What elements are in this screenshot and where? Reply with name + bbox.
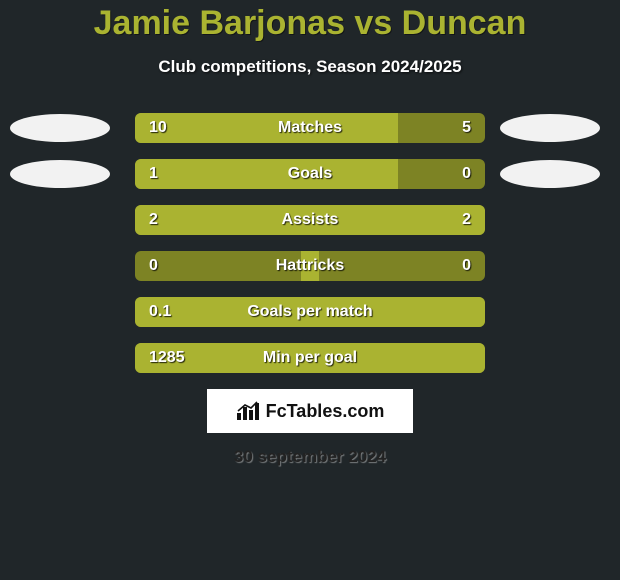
- stat-row: Goals per match0.1: [0, 297, 620, 327]
- logo-box: FcTables.com: [207, 389, 413, 433]
- stat-value-left: 10: [149, 113, 167, 143]
- stat-label: Hattricks: [135, 251, 485, 281]
- player-avatar-left: [10, 160, 110, 188]
- stat-value-right: 0: [462, 251, 471, 281]
- stats-rows: Matches105Goals10Assists22Hattricks00Goa…: [0, 113, 620, 373]
- stat-label: Min per goal: [135, 343, 485, 373]
- fctables-logo-icon: [236, 401, 262, 421]
- stat-row: Hattricks0 0: [0, 251, 620, 281]
- stat-value-right: 0: [462, 159, 471, 189]
- stat-value-left: 2: [149, 205, 158, 235]
- stat-bar-area: Matches10 5: [135, 113, 485, 143]
- stat-row: Min per goal1285: [0, 343, 620, 373]
- stat-value-left: 0: [149, 251, 158, 281]
- stat-value-right: 2: [462, 205, 471, 235]
- stat-bar-area: Assists2 2: [135, 205, 485, 235]
- stat-row: Matches10 5: [0, 113, 620, 143]
- stat-value-left: 1: [149, 159, 158, 189]
- stat-label: Assists: [135, 205, 485, 235]
- stat-row: Goals1 0: [0, 159, 620, 189]
- footer-date: 30 september 2024: [0, 447, 620, 467]
- stat-row: Assists2 2: [0, 205, 620, 235]
- stat-bar-area: Goals1 0: [135, 159, 485, 189]
- stat-value-right: 5: [462, 113, 471, 143]
- comparison-card: Jamie Barjonas vs Duncan Club competitio…: [0, 0, 620, 580]
- stat-value-left: 1285: [149, 343, 185, 373]
- player-avatar-left: [10, 114, 110, 142]
- stat-label: Goals: [135, 159, 485, 189]
- page-title: Jamie Barjonas vs Duncan: [0, 4, 620, 43]
- player-avatar-right: [500, 114, 600, 142]
- stat-value-left: 0.1: [149, 297, 171, 327]
- stat-bar-area: Goals per match0.1: [135, 297, 485, 327]
- stat-bar-area: Hattricks0 0: [135, 251, 485, 281]
- subtitle: Club competitions, Season 2024/2025: [0, 57, 620, 77]
- player-avatar-right: [500, 160, 600, 188]
- logo-text: FcTables.com: [266, 401, 385, 422]
- stat-label: Goals per match: [135, 297, 485, 327]
- stat-label: Matches: [135, 113, 485, 143]
- stat-bar-area: Min per goal1285: [135, 343, 485, 373]
